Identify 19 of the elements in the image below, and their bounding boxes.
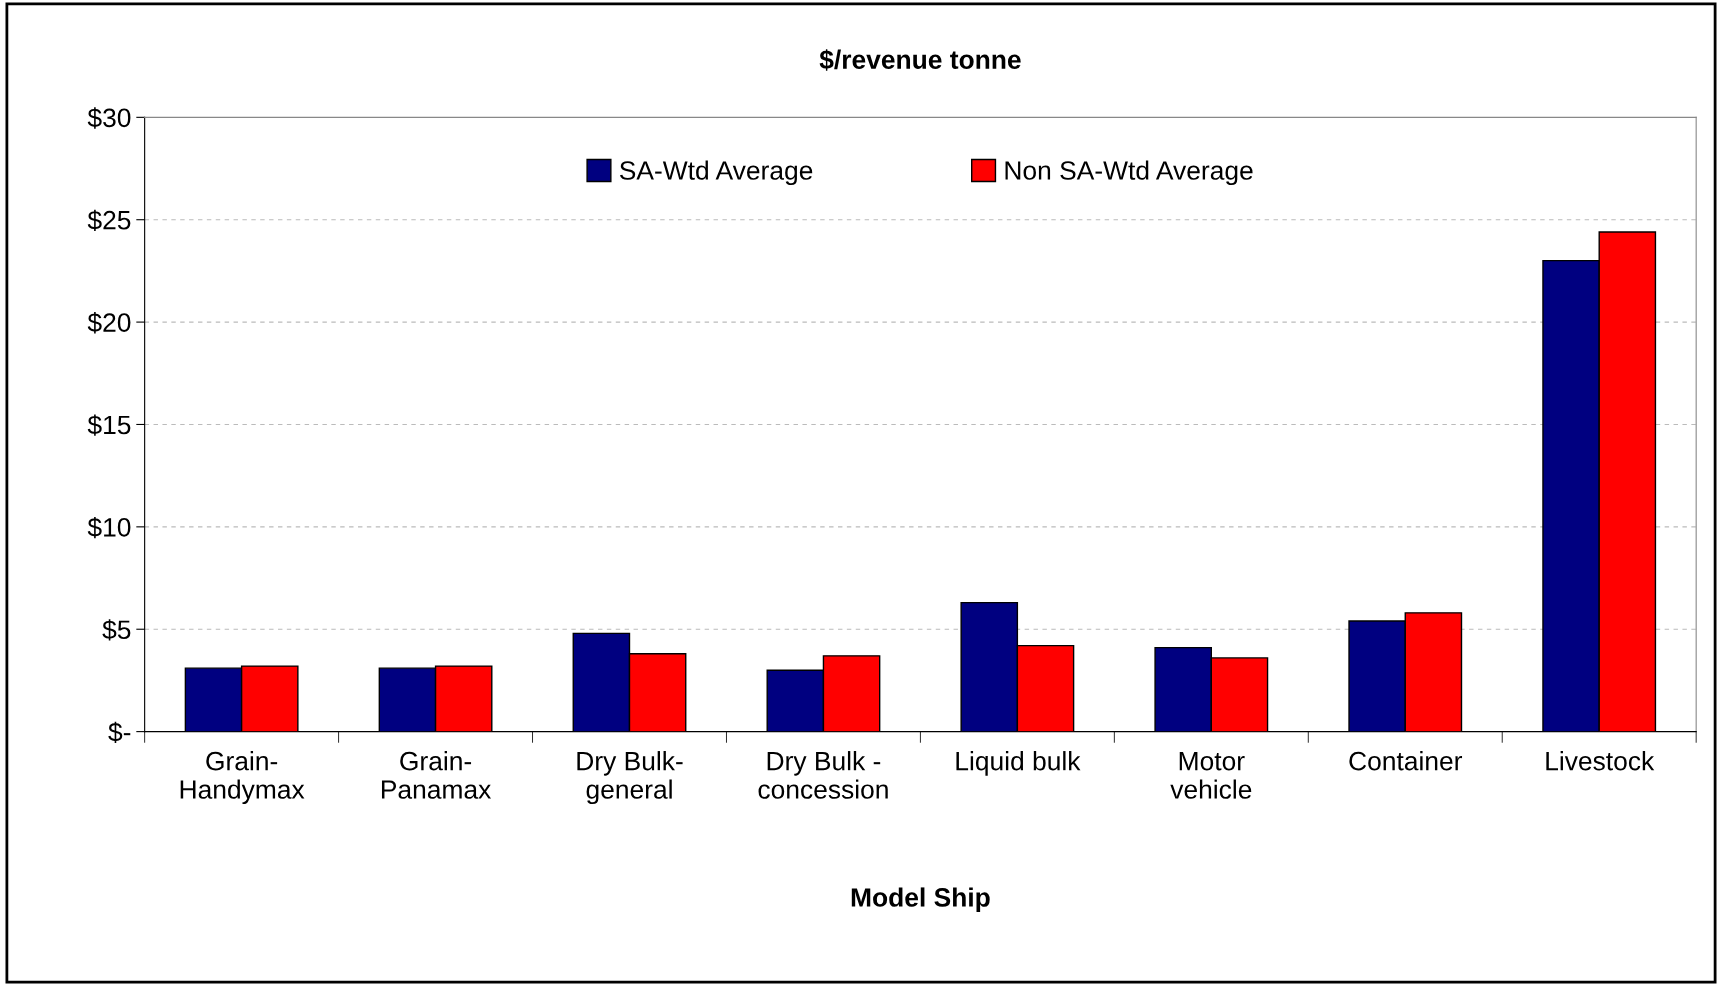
y-tick-label: $20 bbox=[87, 312, 131, 334]
y-tick-label: $10 bbox=[87, 516, 131, 539]
x-tick-label: Container bbox=[1349, 751, 1463, 771]
x-axis-title: Model Ship bbox=[851, 887, 990, 913]
x-tick-label: Grain- Handymax bbox=[180, 751, 305, 805]
x-tick-label: Dry Bulk- general bbox=[577, 751, 683, 805]
legend-label: SA-Wtd Average bbox=[619, 160, 813, 186]
y-tick-label: $25 bbox=[87, 209, 131, 232]
y-tick-label: $- bbox=[108, 721, 131, 743]
y-tick-label: $5 bbox=[102, 619, 131, 641]
x-tick-label: Motor vehicle bbox=[1170, 752, 1252, 799]
y-tick-label: $15 bbox=[87, 414, 131, 436]
y-tick-label: $30 bbox=[87, 107, 131, 129]
x-tick-label: Liquid bulk bbox=[956, 751, 1081, 776]
x-tick-label: Grain- Panamax bbox=[381, 751, 492, 799]
x-tick-label: Dry Bulk - concession bbox=[758, 751, 888, 799]
legend-label: Non SA-Wtd Average bbox=[1005, 160, 1253, 186]
chart-title: $/revenue tonne bbox=[819, 49, 1021, 71]
x-tick-label: Livestock bbox=[1546, 751, 1655, 771]
